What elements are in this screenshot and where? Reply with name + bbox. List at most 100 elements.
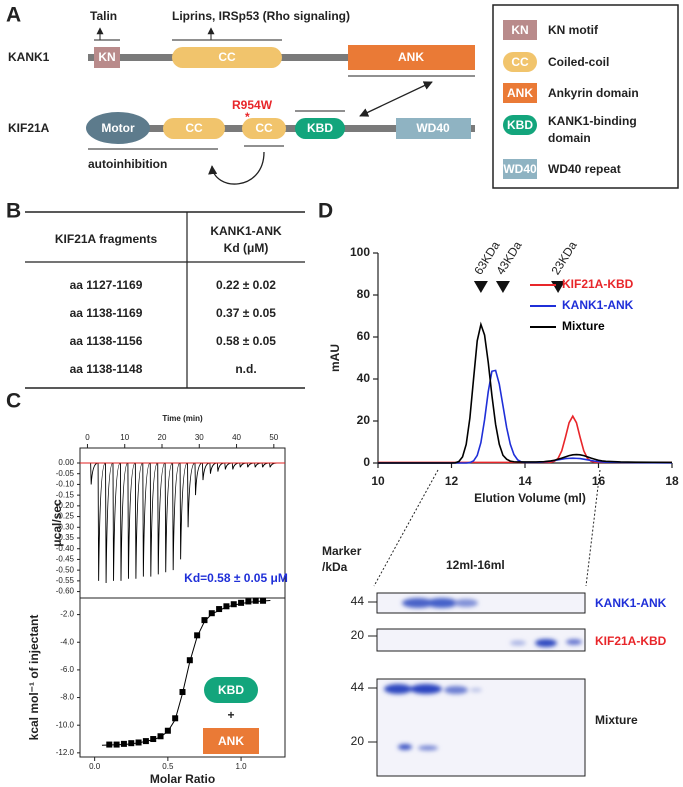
trace [378,369,673,464]
band [418,745,438,751]
fit-curve [101,599,271,746]
panel-label: B [6,200,21,223]
y-axis-title: μcal/sec [50,499,64,547]
y-tick-label: 100 [350,245,370,259]
domain-label: KBD [307,121,333,135]
domain-label: CC [218,50,236,64]
marker-size: 20 [351,628,365,642]
legend-text: WD40 repeat [548,162,621,176]
y-tick-label: 80 [357,287,371,301]
x-axis-title: Molar Ratio [150,772,215,786]
y-tick-label: -0.05 [56,469,75,478]
y-tick-label: -0.55 [56,576,75,585]
mutation-star: * [245,110,250,124]
zoom-line [585,469,601,587]
marker-label: /kDa [322,560,348,574]
domain-label: CC [255,121,273,135]
injection-peak [246,462,255,468]
partner-label: Talin [90,9,117,23]
legend-text: Ankyrin domain [548,86,639,100]
y-tick-label: 20 [357,413,371,427]
band [426,598,458,608]
data-point [120,740,127,747]
x-tick-label: 10 [120,433,129,442]
legend-swatch [503,20,537,40]
x-tick-label: 12 [445,474,459,488]
panel-label: C [6,390,21,413]
domain-kn [94,47,120,68]
legend-key: WD40 [503,162,537,176]
trace [378,414,672,464]
legend-key: KN [511,23,528,37]
curved-arrow [208,151,265,185]
table-cell: 0.37 ± 0.05 [216,306,276,320]
gel-bands [510,639,582,647]
table-cell: 0.58 ± 0.05 [216,334,276,348]
x-tick-label: 20 [158,433,167,442]
legend-key: CC [511,55,529,69]
data-point [223,603,230,610]
injection-peak [112,462,121,581]
autoinhibition-label: autoinhibition [88,157,167,171]
domain-ank [348,45,475,70]
y-tick-label: -8.0 [60,693,74,702]
y-tick-label: -0.40 [56,544,75,553]
gels: Marker /kDa 12ml-16ml 44 20 44 20 KANK1-… [322,469,667,777]
y-tick-label: 0.00 [58,458,74,467]
marker-size: 44 [351,680,365,694]
panel-label: A [6,4,21,27]
injection-peak [164,462,173,573]
data-point [252,597,259,604]
y-tick-label: -4.0 [60,637,74,646]
legend-label: KANK1-ANK [562,298,634,312]
band [510,640,526,646]
panel-label: D [318,200,333,223]
legend-text: Coiled-coil [548,55,609,69]
injection-peak [134,462,144,579]
injection-peak [172,462,181,571]
size-marker [495,281,510,293]
table-cell: 0.22 ± 0.02 [216,278,276,292]
size-marker [473,281,488,293]
injection-peak [261,462,270,468]
legend-swatch [503,115,537,135]
injection-peak [239,462,247,468]
data-point [245,598,252,605]
domain-label: Motor [101,121,135,135]
injection-peak [224,462,233,470]
data-point [208,610,215,617]
injection-peak [231,462,240,470]
kif21a-map: KIF21A Motor CC CC R954W * KBD WD40 auto… [8,98,475,185]
y-tick-label: -0.10 [56,480,75,489]
injection-peak [119,462,129,581]
x-tick-label: 14 [518,474,532,488]
gel-strip [376,592,586,614]
band [410,684,442,694]
domain-label: KN [98,50,115,64]
x-tick-label: 50 [269,433,278,442]
injection-peak [90,462,98,485]
y-tick-label: -6.0 [60,665,74,674]
table-cell: aa 1138-1148 [70,362,143,376]
x-tick-label: 40 [232,433,241,442]
x-tick-label: 0.0 [89,762,101,771]
injection-peak [142,462,151,577]
kd-annotation: Kd=0.58 ± 0.05 μM [184,571,288,585]
y-tick-label: -0.15 [56,490,75,499]
x-axis-title: Elution Volume (ml) [474,491,586,505]
injection-peak [269,462,277,468]
y-tick-label: -0.50 [56,565,75,574]
y-tick-label: -0.25 [56,512,75,521]
badge-plus: + [227,708,234,722]
domain-legend: KN KN motif CC Coiled-coil ANK Ankyrin d… [492,4,679,189]
kank1-map: KANK1 KN CC ANK Talin Liprins, IRSp53 (R… [8,9,475,117]
protein-name: KIF21A [8,121,50,135]
legend-text: KN motif [548,23,599,37]
legend-swatch [503,83,537,103]
injection-peak [127,462,136,579]
y-tick-label: 60 [357,329,371,343]
legend-label: KIF21A-KBD [562,277,634,291]
injection-peak [201,462,210,481]
